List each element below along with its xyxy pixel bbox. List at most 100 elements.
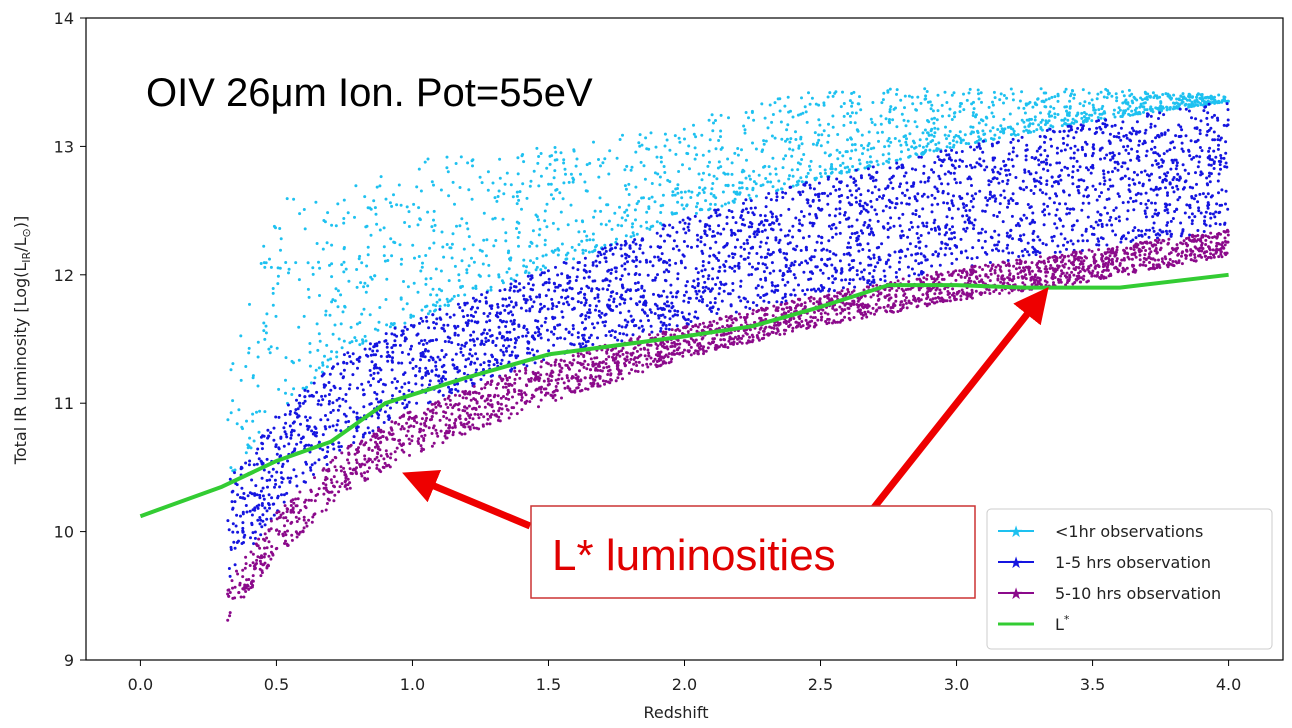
scatter-point xyxy=(887,253,891,257)
scatter-point xyxy=(405,205,409,209)
scatter-point xyxy=(1116,162,1120,166)
scatter-point xyxy=(778,248,781,252)
scatter-point xyxy=(546,307,550,311)
scatter-point xyxy=(535,349,539,353)
scatter-point xyxy=(634,255,638,259)
scatter-point xyxy=(392,322,396,325)
scatter-point xyxy=(947,170,951,174)
scatter-point xyxy=(987,105,991,109)
scatter-point xyxy=(789,185,793,189)
scatter-point xyxy=(368,369,372,372)
scatter-point xyxy=(1025,216,1029,220)
scatter-point xyxy=(512,327,516,331)
scatter-point xyxy=(910,225,914,229)
scatter-point xyxy=(904,171,908,175)
scatter-point xyxy=(915,125,919,129)
scatter-point xyxy=(401,307,405,311)
scatter-point xyxy=(330,300,334,304)
scatter-point xyxy=(754,147,758,151)
scatter-point xyxy=(1107,139,1111,143)
scatter-point xyxy=(703,289,707,293)
scatter-point xyxy=(1052,106,1056,110)
scatter-point xyxy=(544,266,547,270)
scatter-point xyxy=(736,238,739,242)
scatter-point xyxy=(1105,223,1109,227)
scatter-point xyxy=(524,269,528,273)
scatter-point xyxy=(730,172,734,176)
scatter-point xyxy=(800,180,804,184)
scatter-point xyxy=(498,332,502,336)
scatter-point xyxy=(1199,119,1203,123)
scatter-point xyxy=(770,261,774,265)
scatter-point xyxy=(1011,150,1015,154)
scatter-point xyxy=(937,174,941,178)
scatter-point xyxy=(589,333,593,337)
scatter-point xyxy=(838,171,842,175)
scatter-point xyxy=(1027,253,1031,257)
scatter-point xyxy=(256,518,260,522)
scatter-point xyxy=(487,274,491,278)
scatter-point xyxy=(726,183,730,187)
scatter-point xyxy=(891,118,895,122)
scatter-point xyxy=(763,218,767,222)
scatter-point xyxy=(815,240,819,244)
scatter-point xyxy=(661,203,665,207)
scatter-point xyxy=(1131,113,1135,117)
scatter-point xyxy=(513,341,517,345)
scatter-point xyxy=(822,103,826,107)
scatter-point xyxy=(268,257,271,261)
scatter-point xyxy=(438,307,442,311)
scatter-point xyxy=(1039,153,1043,157)
scatter-point xyxy=(465,221,469,225)
scatter-point xyxy=(946,243,949,247)
scatter-point xyxy=(713,301,717,305)
scatter-point xyxy=(924,97,928,101)
scatter-point xyxy=(247,351,251,355)
scatter-point xyxy=(867,130,871,134)
scatter-point xyxy=(552,197,555,201)
scatter-point xyxy=(1122,145,1126,149)
scatter-point xyxy=(1098,213,1102,216)
scatter-point xyxy=(618,138,622,141)
scatter-point xyxy=(317,458,321,462)
scatter-point xyxy=(1080,111,1084,115)
scatter-point xyxy=(965,192,969,196)
scatter-point xyxy=(1113,123,1117,127)
scatter-point xyxy=(1217,143,1220,147)
scatter-point xyxy=(788,269,792,273)
scatter-point xyxy=(1157,117,1160,120)
scatter-point xyxy=(1203,105,1207,109)
scatter-point xyxy=(1072,156,1076,160)
scatter-point xyxy=(516,156,520,160)
scatter-point xyxy=(310,394,314,398)
scatter-point xyxy=(231,530,235,534)
scatter-point xyxy=(809,159,813,163)
scatter-point xyxy=(1042,167,1045,171)
scatter-point xyxy=(315,431,319,435)
scatter-point xyxy=(798,193,802,197)
scatter-point xyxy=(1126,200,1130,204)
scatter-point xyxy=(396,380,399,383)
scatter-point xyxy=(347,387,351,391)
scatter-point xyxy=(260,525,264,529)
scatter-point xyxy=(642,289,646,293)
scatter-point xyxy=(798,229,802,233)
scatter-point xyxy=(368,431,371,435)
scatter-point xyxy=(950,237,954,241)
scatter-point xyxy=(431,287,435,291)
scatter-point xyxy=(694,211,698,215)
scatter-point xyxy=(696,284,700,288)
scatter-point xyxy=(723,202,727,206)
scatter-point xyxy=(362,285,366,289)
scatter-point xyxy=(1056,99,1060,103)
scatter-point xyxy=(706,164,710,168)
scatter-point xyxy=(1037,158,1040,162)
scatter-point xyxy=(261,519,265,523)
scatter-point xyxy=(710,113,714,117)
scatter-point xyxy=(456,370,460,374)
scatter-point xyxy=(426,349,430,353)
scatter-point xyxy=(694,310,698,314)
scatter-point xyxy=(884,204,888,208)
scatter-point xyxy=(800,158,804,161)
scatter-point xyxy=(395,203,399,207)
